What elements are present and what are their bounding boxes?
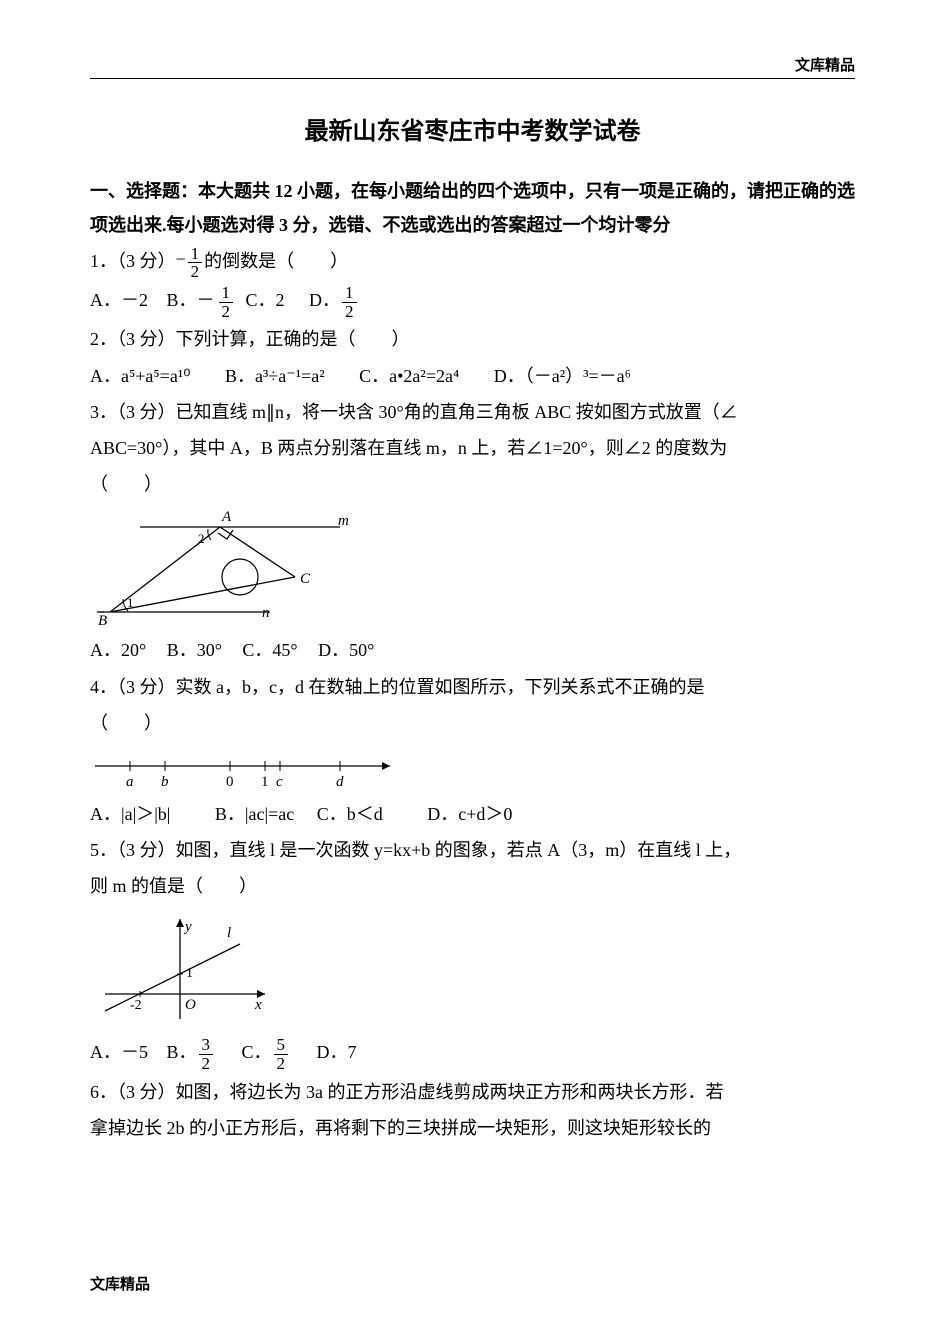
question-6-l1: 6．（3 分）如图，将边长为 3a 的正方形沿虚线剪成两块正方形和两块长方形．若 <box>90 1075 855 1109</box>
q1-stem-b: 的倒数是（ ） <box>204 251 348 271</box>
q2-opt-c: C．a•2a²=2a⁴ <box>359 359 459 393</box>
question-3-l3: （ ） <box>90 467 855 501</box>
q5-opt-c-frac: 52 <box>274 1036 289 1073</box>
svg-text:1: 1 <box>186 966 193 981</box>
svg-text:B: B <box>98 613 107 627</box>
q1-opt-c: C．2 <box>246 283 285 317</box>
q3-opt-a: A．20° <box>90 633 146 667</box>
q2-opt-b: B．a³÷a⁻¹=a² <box>225 359 325 393</box>
q4-opt-b: B．|ac|=ac <box>215 797 294 831</box>
q1-opt-d-pre: D． <box>309 283 340 317</box>
question-6-l2: 拿掉边长 2b 的小正方形后，再将剩下的三块拼成一块矩形，则这块矩形较长的 <box>90 1111 855 1145</box>
question-1: 1．（3 分）−12的倒数是（ ） <box>90 244 855 281</box>
q1-opt-d-frac: 12 <box>342 284 357 321</box>
question-3-l1: 3．（3 分）已知直线 m∥n，将一块含 30°角的直角三角板 ABC 按如图方… <box>90 395 855 429</box>
q4-options: A．|a|＞|b| B．|ac|=ac C．b＜d D．c+d＞0 <box>90 797 855 831</box>
q2-opt-a: A．a⁵+a⁵=a¹⁰ <box>90 359 190 393</box>
q3-opt-b: B．30° <box>167 633 222 667</box>
q5-figure: y x O -2 1 l <box>90 909 855 1029</box>
svg-text:l: l <box>227 925 231 941</box>
q5-opt-b-pre: B． <box>167 1035 197 1069</box>
page-title: 最新山东省枣庄市中考数学试卷 <box>90 110 855 156</box>
svg-text:-2: -2 <box>130 998 142 1013</box>
footer-left: 文库精品 <box>90 1271 150 1300</box>
q5-opt-d: D．7 <box>317 1035 357 1069</box>
q4-figure: a b 0 1 c d <box>90 746 855 791</box>
svg-text:b: b <box>161 774 169 790</box>
page: 文库精品 最新山东省枣庄市中考数学试卷 一、选择题：本大题共 12 小题，在每小… <box>0 0 945 1337</box>
section-1-heading: 一、选择题：本大题共 12 小题，在每小题给出的四个选项中，只有一项是正确的，请… <box>90 174 855 242</box>
q3-figure: A B C m n 1 2 <box>90 507 855 627</box>
q2-options: A．a⁵+a⁵=a¹⁰ B．a³÷a⁻¹=a² C．a•2a²=2a⁴ D．（－… <box>90 359 855 393</box>
question-4: 4．（3 分）实数 a，b，c，d 在数轴上的位置如图所示，下列关系式不正确的是 <box>90 670 855 704</box>
header-right: 文库精品 <box>795 52 855 81</box>
question-5-l1: 5．（3 分）如图，直线 l 是一次函数 y=kx+b 的图象，若点 A（3，m… <box>90 833 855 867</box>
q1-opt-b-pre: B．－ <box>167 283 215 317</box>
svg-text:A: A <box>221 509 232 525</box>
q2-opt-d: D．（－a²）³=－a⁶ <box>494 359 631 393</box>
svg-text:2: 2 <box>198 531 205 546</box>
q1-frac: 12 <box>188 245 203 282</box>
q5-opt-c-pre: C． <box>242 1035 272 1069</box>
svg-text:1: 1 <box>261 774 269 790</box>
q1-opt-b-frac: 12 <box>219 284 234 321</box>
q3-opt-c: C．45° <box>242 633 297 667</box>
q3-options: A．20° B．30° C．45° D．50° <box>90 633 855 667</box>
svg-text:x: x <box>254 997 262 1013</box>
svg-text:1: 1 <box>127 595 134 610</box>
question-2: 2．（3 分）下列计算，正确的是（ ） <box>90 322 855 356</box>
q4-opt-a: A．|a|＞|b| <box>90 797 170 831</box>
question-4-b: （ ） <box>90 706 855 740</box>
svg-text:O: O <box>185 997 196 1013</box>
q4-opt-d: D．c+d＞0 <box>427 797 512 831</box>
q5-options: A．－5 B．32 C．52 D．7 <box>90 1035 855 1072</box>
question-5-l2: 则 m 的值是（ ） <box>90 869 855 903</box>
q1-opt-a: A．－2 <box>90 283 148 317</box>
question-3-l2: ABC=30°），其中 A，B 两点分别落在直线 m，n 上，若∠1=20°，则… <box>90 431 855 465</box>
svg-text:c: c <box>276 774 283 790</box>
svg-text:m: m <box>338 513 349 529</box>
svg-text:C: C <box>300 571 311 587</box>
q3-opt-d: D．50° <box>318 633 374 667</box>
svg-text:d: d <box>336 774 344 790</box>
q5-opt-a: A．－5 <box>90 1035 148 1069</box>
svg-text:0: 0 <box>226 774 234 790</box>
svg-text:a: a <box>126 774 134 790</box>
q1-options: A．－2 B．－12 C．2 D．12 <box>90 283 855 320</box>
svg-text:y: y <box>183 919 192 935</box>
q1-stem-a: 1．（3 分） <box>90 251 176 271</box>
header-rule <box>90 78 855 79</box>
q4-opt-c: C．b＜d <box>317 797 383 831</box>
svg-text:n: n <box>262 605 270 621</box>
q5-opt-b-frac: 32 <box>199 1036 214 1073</box>
